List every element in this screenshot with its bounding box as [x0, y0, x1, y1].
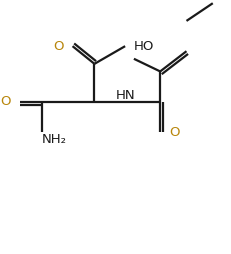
Text: NH₂: NH₂ — [42, 133, 67, 146]
Text: HN: HN — [115, 89, 135, 102]
Text: O: O — [169, 125, 179, 138]
Text: O: O — [53, 40, 64, 53]
Text: HO: HO — [134, 40, 154, 53]
Text: O: O — [1, 95, 11, 108]
